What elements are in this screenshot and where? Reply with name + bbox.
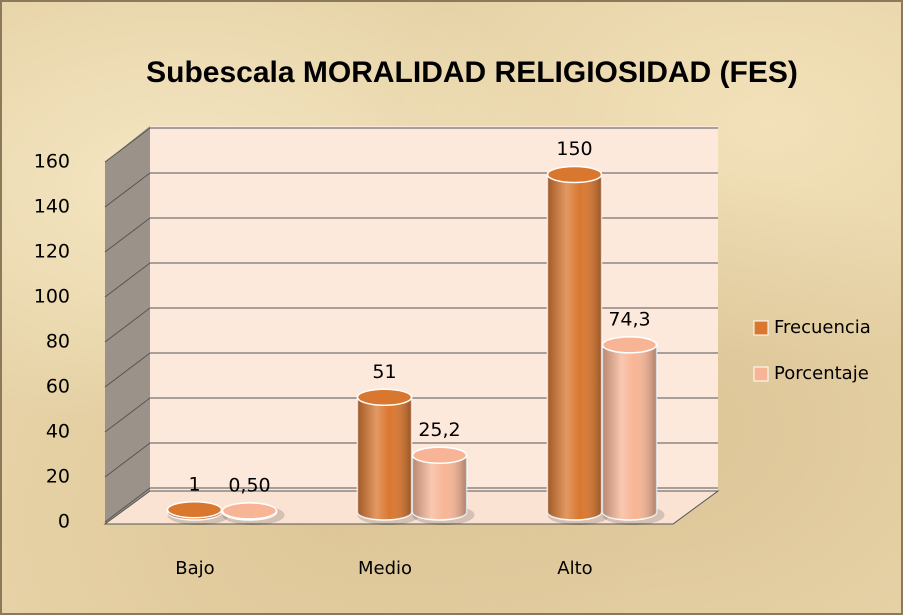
- bar-top: [601, 336, 658, 354]
- value-label: 74,3: [608, 308, 650, 330]
- bar-shine: [357, 397, 412, 520]
- value-label: 0,50: [228, 474, 270, 496]
- grid-line-side: [104, 172, 151, 208]
- x-tick-label: Alto: [557, 558, 592, 579]
- y-tick-label: 20: [46, 466, 70, 488]
- chart-title: Subescala MORALIDAD RELIGIOSIDAD (FES): [146, 56, 798, 89]
- y-tick-label: 160: [34, 151, 70, 173]
- grid-line-side: [104, 442, 151, 478]
- bar-top: [411, 446, 468, 465]
- y-tick-label: 100: [34, 286, 70, 308]
- bar-shine: [602, 344, 657, 520]
- legend-label: Frecuencia: [774, 317, 871, 338]
- value-label: 51: [372, 361, 396, 383]
- grid-line-side: [104, 127, 151, 163]
- bar-top: [546, 165, 603, 184]
- x-tick-label: Medio: [358, 558, 412, 579]
- y-tick-label: 40: [46, 421, 70, 443]
- y-tick-label: 80: [46, 331, 70, 353]
- value-label: 25,2: [418, 419, 460, 441]
- legend-label: Porcentaje: [774, 363, 869, 384]
- y-tick-label: 120: [34, 241, 70, 263]
- y-tick-label: 60: [46, 376, 70, 398]
- legend-swatch: [753, 320, 769, 336]
- bar-shine: [547, 174, 602, 520]
- grid-line-side: [104, 217, 151, 253]
- grid-line-side: [104, 307, 151, 343]
- y-tick-label: 140: [34, 196, 70, 218]
- x-tick-label: Bajo: [175, 558, 214, 579]
- grid-line-side: [104, 352, 151, 388]
- bar-top: [221, 502, 278, 520]
- grid-line-side: [104, 262, 151, 298]
- y-tick-label: 0: [58, 511, 70, 533]
- grid-line-side: [104, 397, 151, 433]
- grid-line-side: [104, 487, 151, 523]
- value-label: 1: [188, 473, 200, 495]
- bar-top: [356, 388, 413, 406]
- legend-swatch: [753, 366, 769, 382]
- bar-shine: [412, 455, 467, 520]
- bar-top: [166, 501, 223, 519]
- value-label: 150: [556, 138, 592, 160]
